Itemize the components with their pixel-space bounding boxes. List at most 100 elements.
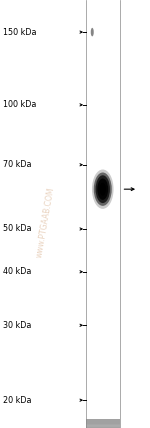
- Text: www.PTGAAB.COM: www.PTGAAB.COM: [34, 187, 56, 259]
- Bar: [86, 420, 120, 425]
- Bar: [86, 420, 120, 425]
- Bar: [86, 423, 120, 428]
- Bar: [86, 421, 120, 425]
- Ellipse shape: [97, 178, 108, 200]
- Bar: [86, 422, 120, 427]
- Circle shape: [91, 28, 94, 36]
- Bar: [86, 423, 120, 427]
- Bar: [86, 423, 120, 427]
- Bar: [86, 422, 120, 426]
- Bar: [86, 420, 120, 425]
- Bar: [86, 422, 120, 426]
- Bar: [86, 422, 120, 426]
- Ellipse shape: [100, 183, 106, 196]
- Bar: [86, 422, 120, 427]
- Text: 50 kDa: 50 kDa: [3, 224, 32, 234]
- Bar: [86, 424, 120, 428]
- Bar: [86, 423, 120, 428]
- Bar: [86, 422, 120, 426]
- Bar: [86, 421, 120, 425]
- Bar: [86, 422, 120, 427]
- Bar: [86, 423, 120, 428]
- Bar: [86, 422, 120, 426]
- Bar: [86, 422, 120, 426]
- Text: 40 kDa: 40 kDa: [3, 267, 31, 276]
- Bar: [86, 420, 120, 425]
- Bar: [86, 421, 120, 425]
- Bar: [86, 423, 120, 427]
- Bar: [86, 419, 120, 424]
- Bar: [86, 423, 120, 428]
- Bar: [86, 423, 120, 428]
- Bar: [86, 423, 120, 427]
- Bar: [86, 421, 120, 425]
- Bar: [86, 423, 120, 427]
- Bar: [86, 420, 120, 425]
- Bar: [86, 420, 120, 425]
- Bar: [86, 421, 120, 425]
- Bar: [86, 422, 120, 427]
- Bar: [86, 420, 120, 425]
- Bar: [86, 421, 120, 425]
- Ellipse shape: [92, 169, 114, 209]
- Bar: [86, 422, 120, 426]
- Bar: [86, 422, 120, 426]
- Bar: [86, 423, 120, 427]
- Bar: [86, 420, 120, 425]
- Bar: [86, 420, 120, 425]
- Bar: [86, 421, 120, 425]
- Bar: [86, 422, 120, 426]
- Bar: [86, 420, 120, 424]
- Bar: [86, 421, 120, 425]
- Bar: [86, 424, 120, 428]
- Bar: [86, 421, 120, 425]
- Ellipse shape: [94, 172, 112, 206]
- Bar: [86, 419, 120, 424]
- Bar: [86, 424, 120, 428]
- Bar: [86, 422, 120, 426]
- Bar: [86, 423, 120, 428]
- Bar: [86, 422, 120, 427]
- Bar: [86, 420, 120, 424]
- Bar: [86, 420, 120, 425]
- Bar: [86, 421, 120, 425]
- Bar: [86, 423, 120, 427]
- Bar: [86, 423, 120, 428]
- Bar: [86, 420, 120, 424]
- Bar: [86, 421, 120, 425]
- Bar: [86, 420, 120, 424]
- Bar: [86, 422, 120, 426]
- Text: 100 kDa: 100 kDa: [3, 100, 36, 110]
- Bar: [86, 422, 120, 426]
- Text: 30 kDa: 30 kDa: [3, 321, 31, 330]
- Bar: [86, 423, 120, 428]
- Bar: [86, 421, 120, 425]
- Bar: [86, 421, 120, 425]
- Ellipse shape: [96, 175, 110, 203]
- Bar: [86, 424, 120, 428]
- Bar: [86, 422, 120, 426]
- Bar: [86, 423, 120, 427]
- Bar: [86, 420, 120, 424]
- Bar: [86, 421, 120, 425]
- Bar: [86, 422, 120, 426]
- Bar: [86, 419, 120, 424]
- Bar: [86, 423, 120, 427]
- Bar: [86, 422, 120, 426]
- Bar: [86, 420, 120, 424]
- Bar: [86, 424, 120, 428]
- Bar: [86, 423, 120, 428]
- Bar: [86, 421, 120, 425]
- Bar: [86, 423, 120, 427]
- Bar: [86, 419, 120, 424]
- Bar: [86, 424, 120, 428]
- Bar: [86, 419, 120, 424]
- Bar: [86, 422, 120, 427]
- Bar: [86, 421, 120, 425]
- Bar: [86, 421, 120, 425]
- Bar: [86, 421, 120, 425]
- Bar: [86, 420, 120, 424]
- Bar: [86, 422, 120, 427]
- Bar: [86, 420, 120, 425]
- Bar: [86, 422, 120, 426]
